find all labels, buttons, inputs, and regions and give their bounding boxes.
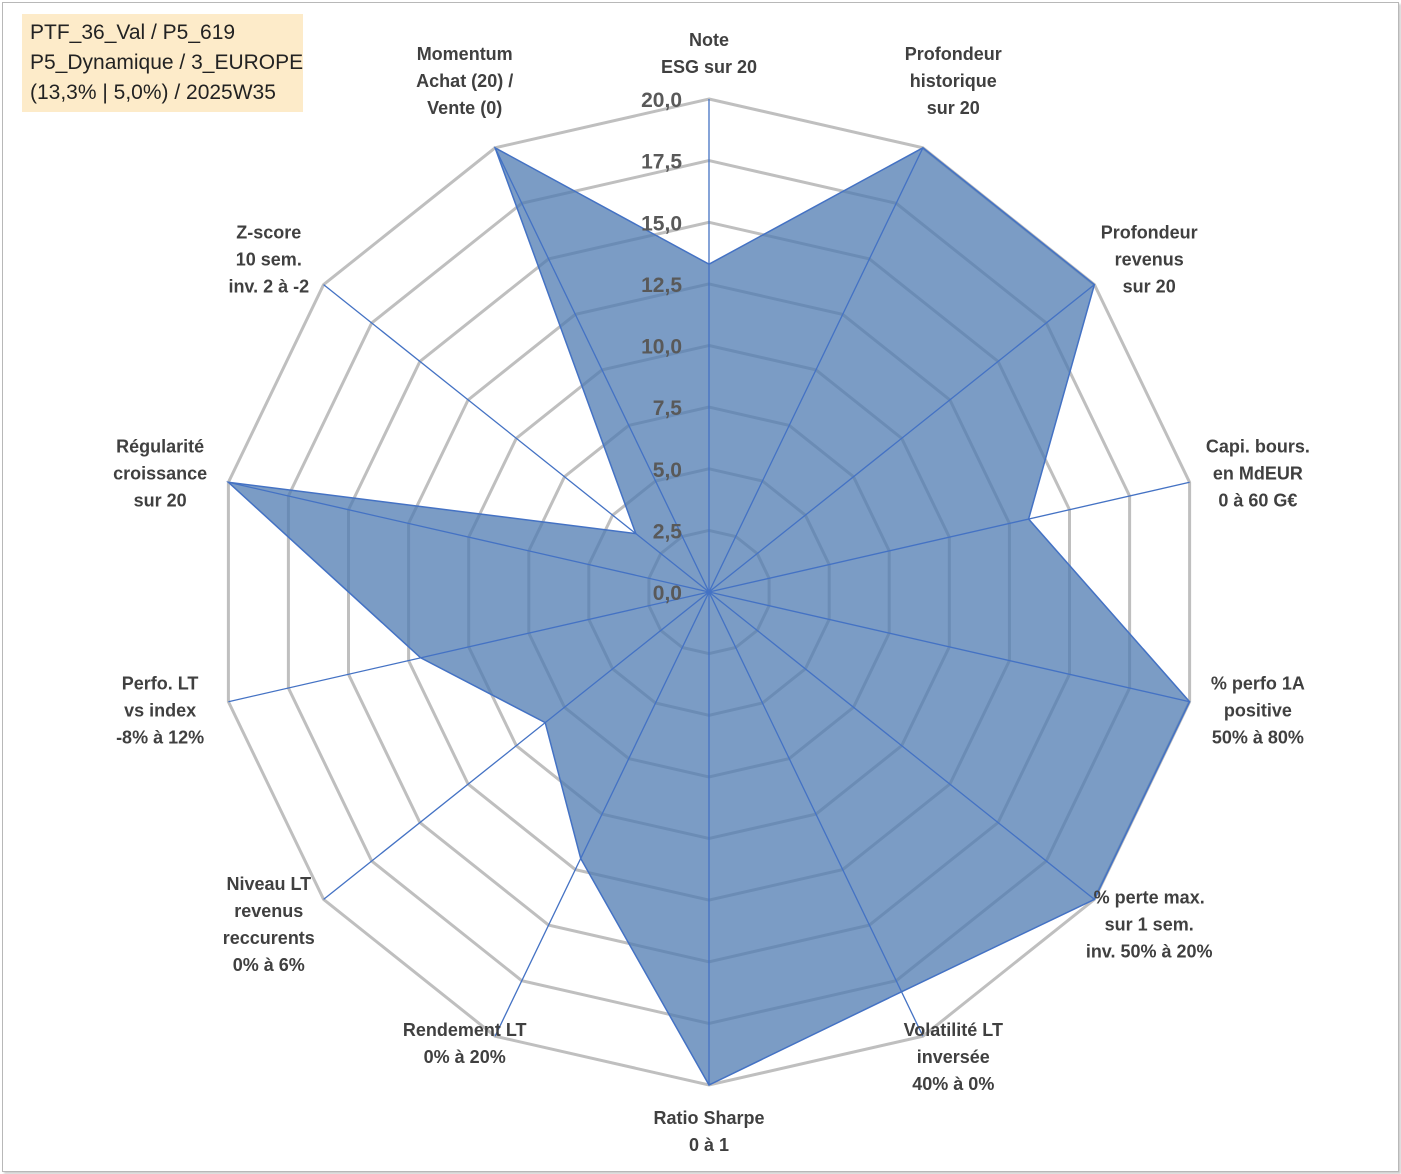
axis-label-line: 0 à 1 (689, 1135, 729, 1155)
axis-label-line: sur 1 sem. (1105, 914, 1194, 934)
axis-label-13: Z-score 10 sem. inv. 2 à -2 (228, 223, 309, 297)
axis-label-line: 40% à 0% (912, 1074, 994, 1094)
axis-label-line: revenus (234, 901, 303, 921)
axis-label-line: Vente (0) (427, 98, 502, 118)
tick-label: 12,5 (641, 274, 682, 297)
axis-label-line: sur 20 (1123, 277, 1176, 297)
axis-label-4: Capi. bours. en MdEUR 0 à 60 G€ (1206, 436, 1310, 510)
axis-label-line: Profondeur (905, 44, 1002, 64)
axis-spoke (708, 591, 1190, 703)
axis-label-line: inv. 2 à -2 (228, 277, 309, 297)
axis-label-line: Z-score (236, 223, 301, 243)
axis-label-11: Perfo. LT vs index -8% à 12% (116, 674, 204, 748)
axis-label-line: Niveau LT (226, 874, 311, 894)
axis-label-line: Momentum (417, 44, 513, 64)
axis-label-line: 0 à 60 G€ (1218, 490, 1297, 510)
info-line-2: P5_Dynamique / 3_EUROPE (30, 51, 304, 74)
axis-label-line: % perfo 1A (1211, 674, 1305, 694)
axis-spoke (323, 284, 710, 593)
axis-label-line: Note (689, 30, 729, 50)
radar-spokes (228, 99, 1190, 1085)
axis-label-line: sur 20 (134, 490, 187, 510)
axis-label-line: Perfo. LT (122, 674, 199, 694)
tick-label: 0,0 (653, 582, 682, 605)
tick-label: 10,0 (641, 336, 682, 359)
axis-label-line: en MdEUR (1213, 463, 1303, 483)
axis-spoke (708, 591, 1095, 900)
axis-spoke (708, 591, 924, 1037)
axis-label-2: Profondeur historique sur 20 (905, 44, 1002, 118)
axis-label-line: Achat (20) / (416, 71, 513, 91)
axis-label-line: positive (1224, 701, 1292, 721)
tick-label: 15,0 (641, 212, 682, 235)
axis-label-line: Volatilité LT (904, 1020, 1003, 1040)
axis-label-line: Capi. bours. (1206, 436, 1310, 456)
axis-label-line: 0% à 6% (233, 955, 305, 975)
axis-label-line: 10 sem. (236, 250, 302, 270)
axis-spoke (708, 284, 1095, 593)
axis-label-line: historique (910, 71, 997, 91)
axis-label-line: croissance (113, 463, 207, 483)
axis-label-line: revenus (1115, 250, 1184, 270)
axis-label-3: Profondeur revenus sur 20 (1101, 223, 1198, 297)
axis-label-line: % perte max. (1094, 887, 1205, 907)
axis-spoke (228, 591, 710, 703)
axis-spoke (708, 481, 1190, 593)
axis-label-10: Niveau LT revenus reccurents 0% à 6% (223, 874, 315, 975)
tick-label: 2,5 (653, 520, 683, 543)
axis-label-line: reccurents (223, 928, 315, 948)
axis-spoke (494, 591, 710, 1037)
axis-label-6: % perte max. sur 1 sem. inv. 50% à 20% (1086, 887, 1213, 961)
portfolio-info-box: PTF_36_Val / P5_619 P5_Dynamique / 3_EUR… (22, 14, 303, 112)
axis-spoke (228, 481, 710, 593)
tick-label: 5,0 (653, 459, 682, 482)
axis-label-line: ESG sur 20 (661, 57, 757, 77)
axis-label-7: Volatilité LT inversée 40% à 0% (904, 1020, 1003, 1094)
axis-label-line: -8% à 12% (116, 728, 204, 748)
info-line-1: PTF_36_Val / P5_619 (30, 21, 236, 44)
axis-label-line: inv. 50% à 20% (1086, 941, 1213, 961)
axis-label-9: Rendement LT 0% à 20% (403, 1020, 527, 1067)
axis-label-14: Momentum Achat (20) / Vente (0) (416, 44, 513, 118)
axis-label-line: 50% à 80% (1212, 728, 1304, 748)
tick-label: 7,5 (653, 397, 683, 420)
axis-label-line: Rendement LT (403, 1020, 527, 1040)
info-line-3: (13,3% | 5,0%) / 2025W35 (30, 81, 276, 104)
axis-label-12: Régularité croissance sur 20 (113, 436, 207, 510)
axis-spoke (708, 147, 924, 593)
tick-label: 20,0 (641, 89, 682, 112)
radar-axis-labels: Note ESG sur 20 Profondeur historique sur 20… (113, 30, 1310, 1155)
axis-label-1: Note ESG sur 20 (661, 30, 757, 77)
axis-label-line: Profondeur (1101, 223, 1198, 243)
axis-label-line: Ratio Sharpe (653, 1108, 764, 1128)
axis-spoke (323, 591, 710, 900)
radar-tick-labels: 0,0 2,5 5,0 7,5 10,0 12,5 15,0 17,5 20,0 (641, 89, 682, 605)
axis-label-line: Régularité (116, 436, 204, 456)
axis-label-5: % perfo 1A positive 50% à 80% (1211, 674, 1305, 748)
axis-spoke (494, 147, 710, 593)
axis-label-line: 0% à 20% (424, 1047, 506, 1067)
axis-label-8: Ratio Sharpe 0 à 1 (653, 1108, 764, 1155)
tick-label: 17,5 (641, 151, 682, 174)
axis-label-line: sur 20 (927, 98, 980, 118)
axis-label-line: vs index (124, 701, 196, 721)
axis-label-line: inversée (917, 1047, 990, 1067)
